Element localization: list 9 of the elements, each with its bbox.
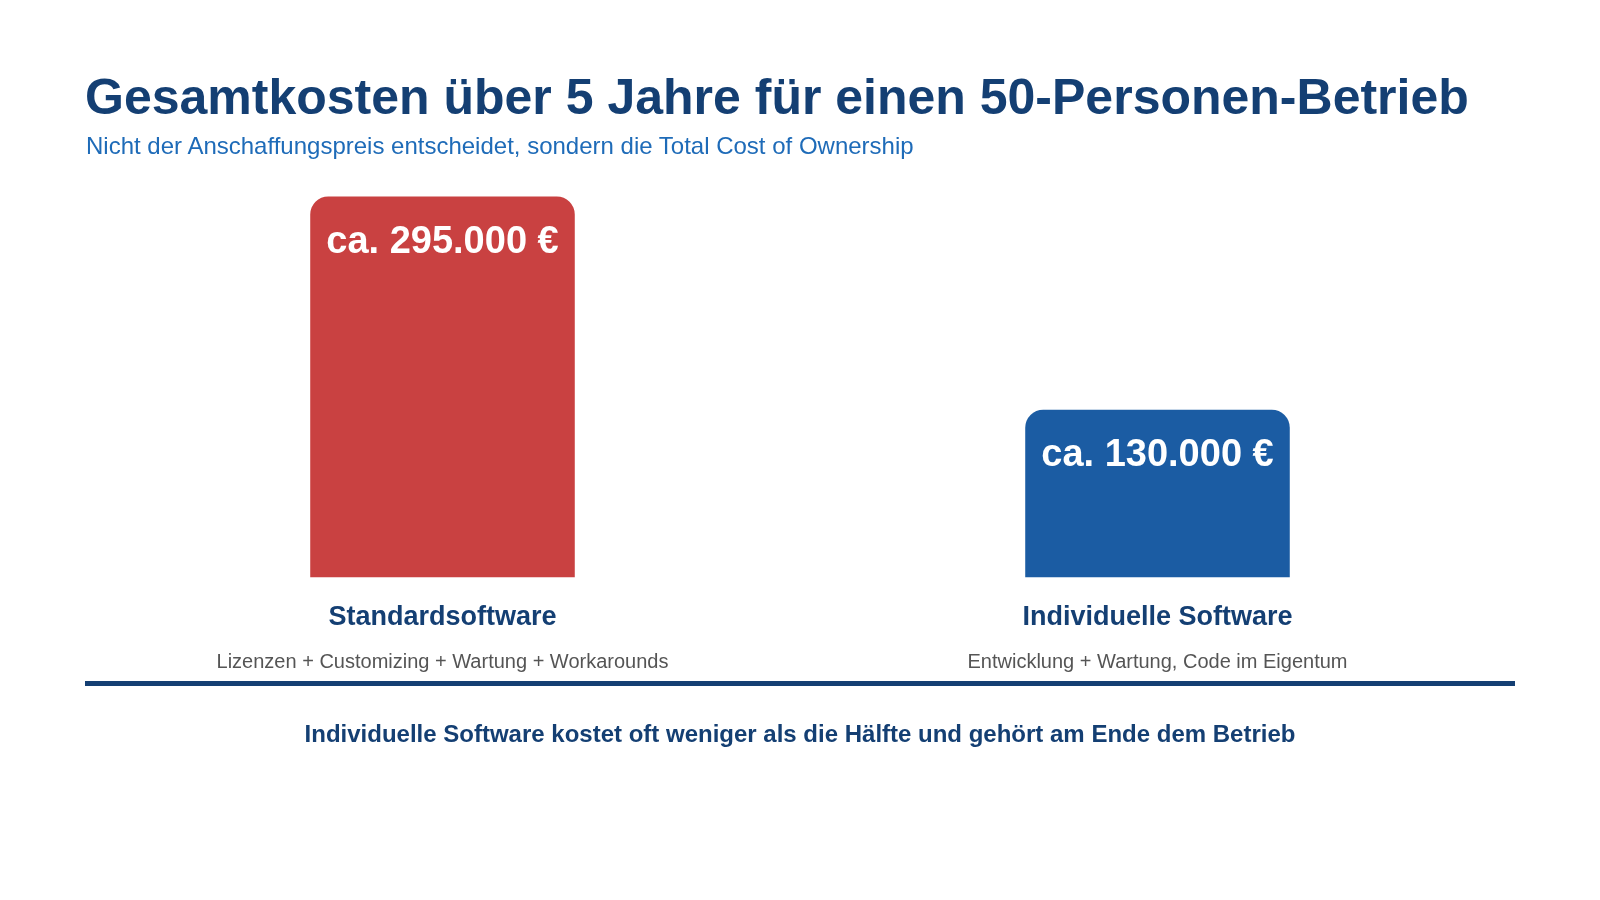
chart-title: Gesamtkosten über 5 Jahre für einen 50-Personen-Betrieb bbox=[85, 68, 1469, 126]
x-tick-label: Individuelle Software bbox=[1022, 601, 1293, 632]
data-label: ca. 130.000 € bbox=[1041, 432, 1274, 475]
text: Entwicklung + Wartung, Code im Eigentum bbox=[967, 649, 1348, 672]
text: Lizenzen + Customizing + Wartung + Workarounds bbox=[216, 649, 669, 672]
chart-subtitle: Nicht der Anschaffungspreis entscheidet, sondern die Total Cost of Ownership bbox=[86, 132, 914, 160]
text: Individuelle Software kostet oft weniger als die Hälfte und gehört am Ende dem Betrieb bbox=[303, 720, 1297, 748]
data-label: ca. 295.000 € bbox=[326, 218, 559, 261]
x-tick-label: Standardsoftware bbox=[328, 601, 557, 632]
